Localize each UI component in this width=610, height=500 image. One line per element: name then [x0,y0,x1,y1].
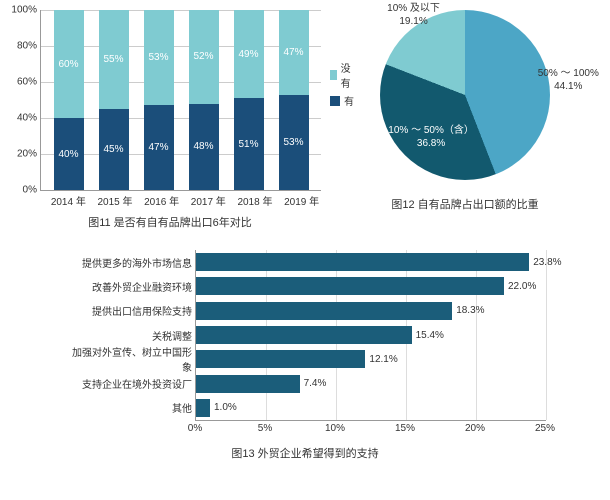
bar-segment: 40% [54,118,84,190]
hbar-label: 提供更多的海外市场信息 [64,255,192,270]
hbar-value: 22.0% [508,281,536,292]
y-axis-label: 20% [11,149,37,160]
pie-slice-label: 50% ～ 100%44.1% [523,67,610,93]
hbar-label: 支持企业在境外投资设厂 [64,376,192,391]
hbar-value: 1.0% [214,402,237,413]
x-axis-label: 0% [188,423,202,434]
bar-segment: 60% [54,10,84,118]
x-axis-label: 2017 年 [191,193,226,208]
hbar-row: 提供出口信用保险支持18.3% [196,302,485,320]
stacked-bar: 47%53% [279,10,309,190]
hbar-label: 提供出口信用保险支持 [64,303,192,318]
stacked-bar: 55%45% [99,10,129,190]
hbar-value: 23.8% [533,257,561,268]
x-axis-label: 25% [535,423,555,434]
stacked-bar: 53%47% [144,10,174,190]
hbar-value: 12.1% [369,354,397,365]
top-row: 0%20%40%60%80%100%60%40%55%45%53%47%52%4… [10,10,600,230]
hbar [196,350,365,368]
x-axis-label: 2016 年 [144,193,179,208]
bar-segment: 55% [99,10,129,109]
x-axis-label: 15% [395,423,415,434]
x-axis-label: 2014 年 [51,193,86,208]
horizontal-bar-chart: 提供更多的海外市场信息23.8%改善外贸企业融资环境22.0%提供出口信用保险支… [65,250,545,461]
x-axis-label: 10% [325,423,345,434]
hbar-label: 其他 [64,400,192,415]
hbar [196,326,412,344]
legend-swatch [330,96,340,106]
hbar-caption: 图13 外贸企业希望得到的支持 [65,445,545,461]
x-axis-label: 2015 年 [97,193,132,208]
bar-segment: 49% [234,10,264,98]
y-axis-label: 0% [11,185,37,196]
stacked-caption: 图11 是否有自有品牌出口6年对比 [10,214,330,230]
pie-slice-label: 10% ～ 50%（含）36.8% [386,124,476,150]
hbar-value: 18.3% [456,305,484,316]
stacked-bar: 60%40% [54,10,84,190]
y-axis-label: 40% [11,113,37,124]
y-axis-label: 80% [11,41,37,52]
pie-slice-label: 10% 及以下19.1% [369,2,459,28]
stacked-bar: 49%51% [234,10,264,190]
hbar-row: 提供更多的海外市场信息23.8% [196,253,562,271]
x-axis-label: 2019 年 [284,193,319,208]
hbar-label: 加强对外宣传、树立中国形象 [64,344,192,374]
bar-segment: 48% [189,104,219,190]
bar-segment: 47% [144,105,174,190]
x-axis-label: 20% [465,423,485,434]
bar-segment: 52% [189,10,219,104]
hbar-label: 改善外贸企业融资环境 [64,279,192,294]
bar-segment: 53% [144,10,174,105]
hbar-row: 其他1.0% [196,399,237,417]
y-axis-label: 60% [11,77,37,88]
hbar-row: 关税调整15.4% [196,326,444,344]
hbar-row: 支持企业在境外投资设厂7.4% [196,375,326,393]
bar-segment: 53% [279,95,309,190]
hbar [196,277,504,295]
hbar-value: 15.4% [416,330,444,341]
x-axis-label: 5% [258,423,272,434]
hbar [196,375,300,393]
legend-swatch [330,70,337,80]
bar-segment: 47% [279,10,309,95]
hbar [196,253,529,271]
pie-chart: 50% ～ 100%44.1%10% ～ 50%（含）36.8%10% 及以下1… [340,10,590,212]
hbar [196,302,452,320]
stacked-bar-chart: 0%20%40%60%80%100%60%40%55%45%53%47%52%4… [10,10,330,230]
hbar-value: 7.4% [304,378,327,389]
hbar-row: 加强对外宣传、树立中国形象12.1% [196,350,398,368]
bar-segment: 45% [99,109,129,190]
hbar-row: 改善外贸企业融资环境22.0% [196,277,536,295]
stacked-bar: 52%48% [189,10,219,190]
pie-caption: 图12 自有品牌占出口额的比重 [340,196,590,212]
hbar [196,399,210,417]
y-axis-label: 100% [11,5,37,16]
x-axis-label: 2018 年 [237,193,272,208]
bar-segment: 51% [234,98,264,190]
hbar-label: 关税调整 [64,328,192,343]
